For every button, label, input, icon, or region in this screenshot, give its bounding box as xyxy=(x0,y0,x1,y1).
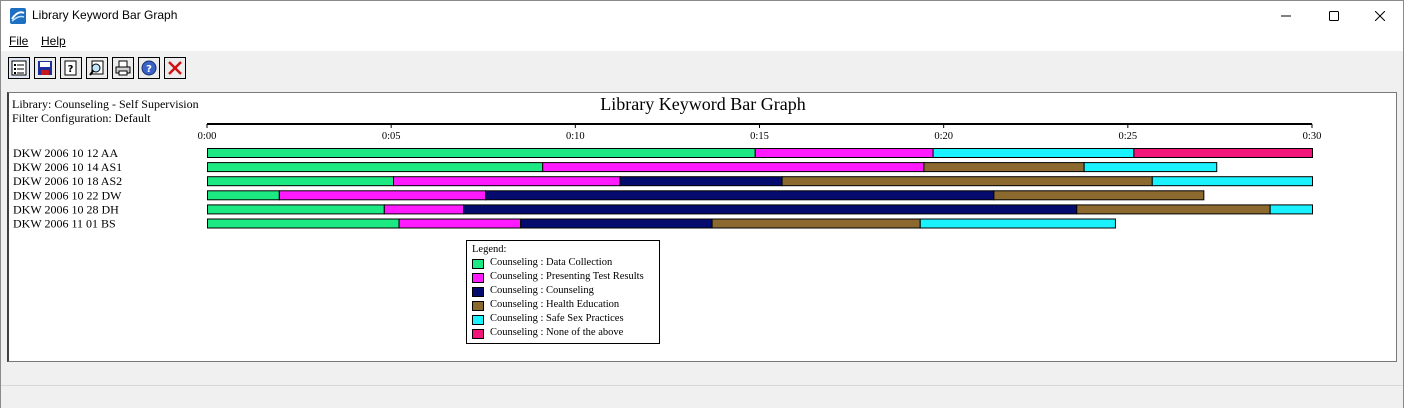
exit-icon xyxy=(168,61,182,75)
bar-segment xyxy=(542,162,925,173)
bar-segment xyxy=(207,204,385,215)
x-tick-label: 0:05 xyxy=(382,131,401,142)
row-label: DKW 2006 10 28 DH xyxy=(13,202,119,216)
bar-segment xyxy=(278,190,487,201)
title-bar[interactable]: Library Keyword Bar Graph xyxy=(1,1,1403,31)
help-file-button[interactable]: ? xyxy=(60,57,82,79)
menu-bar: File Help xyxy=(1,31,1403,51)
bar-segment xyxy=(520,218,713,229)
print-preview-button[interactable] xyxy=(86,57,108,79)
x-tick-label: 0:00 xyxy=(198,131,217,142)
bar-segment xyxy=(1083,162,1218,173)
bar-segment xyxy=(1076,204,1271,215)
bar-segment xyxy=(207,218,400,229)
help-icon: ? xyxy=(141,60,157,76)
maximize-button[interactable] xyxy=(1311,1,1357,31)
row-label: DKW 2006 10 22 DW xyxy=(13,188,122,202)
bar-segment xyxy=(1269,204,1314,215)
save-jpg-button[interactable] xyxy=(34,57,56,79)
close-icon xyxy=(1375,11,1385,21)
exit-button[interactable] xyxy=(164,57,186,79)
svg-text:?: ? xyxy=(68,64,74,75)
bar-segment xyxy=(462,204,1078,215)
bar-segment xyxy=(923,162,1085,173)
toolbar: ? ? xyxy=(1,51,1403,87)
legend: Legend: Counseling : Data Collection Coun… xyxy=(466,240,660,344)
x-tick-label: 0:15 xyxy=(750,131,769,142)
window-title: Library Keyword Bar Graph xyxy=(32,8,178,22)
menu-help[interactable]: Help xyxy=(41,34,66,48)
library-label: Library: Counseling - Self Supervision xyxy=(12,97,199,111)
help-file-icon: ? xyxy=(64,60,77,76)
legend-swatch xyxy=(472,301,484,311)
legend-swatch xyxy=(472,315,484,325)
filter-label: Filter Configuration: Default xyxy=(12,111,151,125)
bar-segment xyxy=(207,190,280,201)
bar-segment xyxy=(919,218,1116,229)
svg-text:?: ? xyxy=(146,64,152,75)
x-tick-label: 0:10 xyxy=(566,131,585,142)
bar-segment xyxy=(485,190,995,201)
bar-segment xyxy=(932,148,1135,158)
legend-label: Counseling : None of the above xyxy=(490,327,624,338)
bar-segment xyxy=(711,218,921,229)
minimize-icon xyxy=(1281,15,1291,17)
print-icon xyxy=(115,60,131,76)
bar-segment xyxy=(1151,176,1314,187)
bar-graph: 0:00 0:05 0:10 0:15 0:20 0:25 0:30 DKW 2006 10 … xyxy=(13,123,1322,231)
menu-file-label: File xyxy=(9,34,29,48)
status-bar xyxy=(1,385,1403,408)
bar-segment xyxy=(383,204,464,215)
legend-label: Counseling : Counseling xyxy=(490,285,594,296)
legend-label: Counseling : Health Education xyxy=(490,299,620,310)
maximize-icon xyxy=(1329,11,1339,21)
legend-swatch xyxy=(472,329,484,339)
legend-label: Counseling : Presenting Test Results xyxy=(490,271,644,282)
menu-help-label: Help xyxy=(41,34,66,48)
bar-segment xyxy=(993,190,1205,201)
print-preview-icon xyxy=(89,60,104,76)
legend-swatch xyxy=(472,287,484,297)
save-jpg-icon xyxy=(38,61,52,75)
row-label: DKW 2006 11 01 BS xyxy=(13,217,116,231)
bar-segment xyxy=(619,176,783,187)
row-label: DKW 2006 10 12 AA xyxy=(13,146,118,160)
close-window-button[interactable] xyxy=(1357,1,1403,31)
bar-segment xyxy=(207,148,756,158)
bar-segment xyxy=(1133,148,1313,158)
row-label: DKW 2006 10 18 AS2 xyxy=(13,174,122,188)
bar-segment xyxy=(754,148,934,158)
x-tick-label: 0:20 xyxy=(934,131,953,142)
print-button[interactable] xyxy=(112,57,134,79)
bar-segment xyxy=(398,218,522,229)
list-view-button[interactable] xyxy=(8,57,30,79)
x-tick-label: 0:30 xyxy=(1303,131,1322,142)
legend-label: Counseling : Safe Sex Practices xyxy=(490,313,624,324)
bar-segment xyxy=(207,176,395,187)
graph-panel: Library: Counseling - Self Supervision F… xyxy=(7,92,1397,362)
app-logo-icon xyxy=(10,8,26,24)
about-help-button[interactable]: ? xyxy=(138,57,160,79)
bar-segment xyxy=(781,176,1153,187)
x-tick-label: 0:25 xyxy=(1118,131,1137,142)
chart-title: Library Keyword Bar Graph xyxy=(600,94,806,114)
row-label: DKW 2006 10 14 AS1 xyxy=(13,160,122,174)
bar-segment xyxy=(393,176,621,187)
legend-label: Counseling : Data Collection xyxy=(490,257,613,268)
minimize-button[interactable] xyxy=(1263,1,1309,31)
legend-swatch xyxy=(472,273,484,283)
legend-title: Legend: xyxy=(472,244,507,255)
menu-file[interactable]: File xyxy=(9,34,28,48)
legend-swatch xyxy=(472,259,484,269)
list-view-icon xyxy=(11,60,27,76)
bar-segment xyxy=(207,162,544,173)
